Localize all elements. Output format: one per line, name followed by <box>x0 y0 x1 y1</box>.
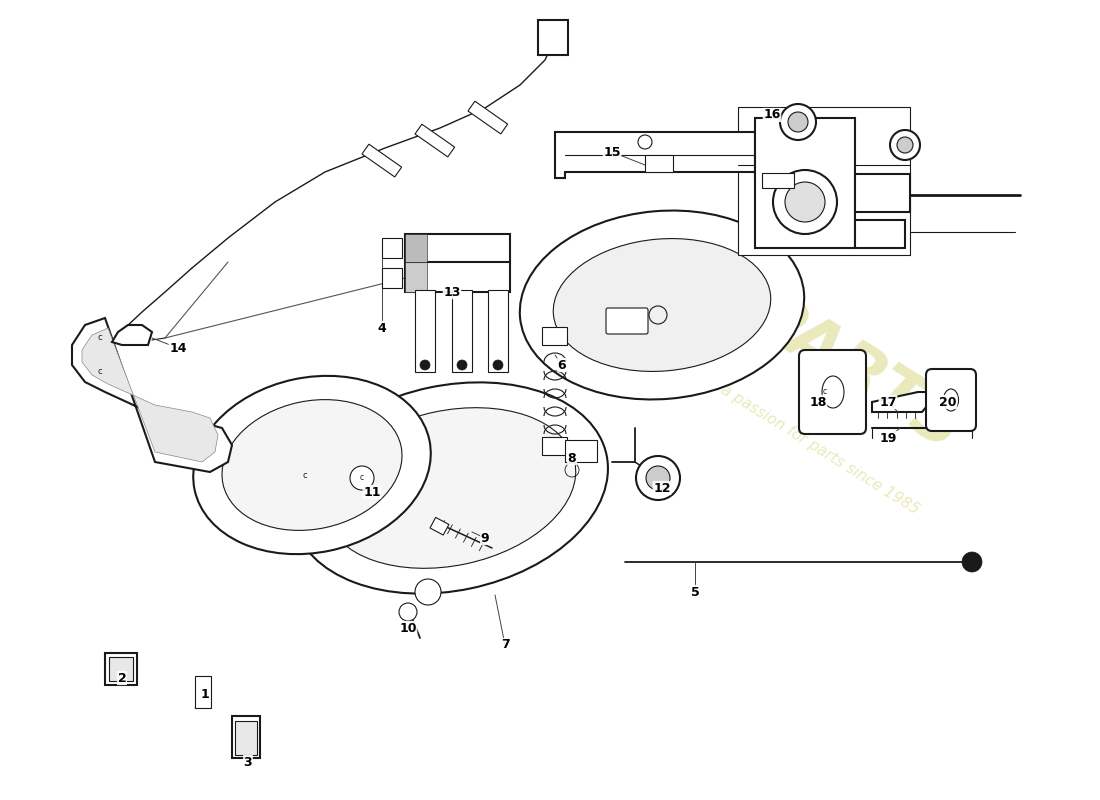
Circle shape <box>785 182 825 222</box>
FancyBboxPatch shape <box>926 369 976 431</box>
Text: c: c <box>360 474 364 482</box>
Polygon shape <box>872 392 928 412</box>
Text: 14: 14 <box>169 342 187 354</box>
Polygon shape <box>556 132 764 178</box>
Ellipse shape <box>520 210 804 399</box>
Bar <box>415 124 454 157</box>
Circle shape <box>420 360 430 370</box>
Bar <box>405 234 510 262</box>
Ellipse shape <box>293 382 608 594</box>
FancyBboxPatch shape <box>606 308 648 334</box>
Text: 16: 16 <box>763 109 781 122</box>
Text: ELPARTS: ELPARTS <box>666 236 975 464</box>
Bar <box>382 268 402 288</box>
Circle shape <box>493 360 503 370</box>
Bar <box>362 144 402 177</box>
Bar <box>452 290 472 372</box>
Text: 4: 4 <box>377 322 386 334</box>
Text: 8: 8 <box>568 451 576 465</box>
Circle shape <box>773 170 837 234</box>
Ellipse shape <box>553 238 771 371</box>
Text: 20: 20 <box>939 395 957 409</box>
Polygon shape <box>72 318 232 472</box>
Text: 5: 5 <box>691 586 700 598</box>
Text: a passion for parts since 1985: a passion for parts since 1985 <box>718 382 922 518</box>
Bar <box>235 721 257 755</box>
FancyBboxPatch shape <box>799 350 866 434</box>
Text: 7: 7 <box>500 638 509 651</box>
Bar <box>538 20 568 55</box>
Bar <box>755 118 855 248</box>
Bar <box>430 518 449 535</box>
Circle shape <box>350 466 374 490</box>
Bar <box>405 234 427 262</box>
Bar <box>855 174 910 212</box>
Circle shape <box>636 456 680 500</box>
Circle shape <box>399 603 417 621</box>
Bar <box>104 653 138 685</box>
Bar <box>468 101 507 134</box>
Circle shape <box>962 552 982 572</box>
Text: c: c <box>943 397 947 403</box>
Text: 19: 19 <box>879 431 896 445</box>
Bar <box>415 290 434 372</box>
Text: c: c <box>98 334 102 342</box>
Ellipse shape <box>324 408 575 568</box>
Circle shape <box>896 137 913 153</box>
Text: 9: 9 <box>481 531 490 545</box>
Text: 6: 6 <box>558 358 566 371</box>
Bar <box>232 716 260 758</box>
Bar <box>542 437 566 455</box>
Text: 10: 10 <box>399 622 417 634</box>
Bar <box>488 290 508 372</box>
Bar <box>855 220 905 248</box>
Bar <box>109 657 133 681</box>
Circle shape <box>646 466 670 490</box>
Text: c: c <box>302 470 307 479</box>
Bar <box>195 676 211 708</box>
Text: 1: 1 <box>200 689 209 702</box>
Polygon shape <box>82 328 218 462</box>
Text: 3: 3 <box>244 755 252 769</box>
Bar <box>405 260 427 292</box>
Text: 13: 13 <box>443 286 461 298</box>
Circle shape <box>415 579 441 605</box>
Circle shape <box>780 104 816 140</box>
Polygon shape <box>112 325 152 345</box>
Circle shape <box>890 130 920 160</box>
Bar <box>565 440 597 462</box>
Bar <box>542 327 566 345</box>
Ellipse shape <box>194 376 431 554</box>
Bar <box>645 155 673 172</box>
Text: 2: 2 <box>118 671 127 685</box>
Bar <box>405 260 510 292</box>
Text: 12: 12 <box>653 482 671 494</box>
Circle shape <box>456 360 468 370</box>
Text: c: c <box>98 367 102 377</box>
FancyBboxPatch shape <box>738 107 910 255</box>
Text: 18: 18 <box>810 395 827 409</box>
Circle shape <box>788 112 808 132</box>
Bar <box>762 173 794 188</box>
Ellipse shape <box>222 400 402 530</box>
Text: 15: 15 <box>603 146 620 158</box>
Text: 11: 11 <box>363 486 381 498</box>
Text: c: c <box>823 387 827 397</box>
Bar <box>382 238 402 258</box>
Text: 17: 17 <box>879 395 896 409</box>
